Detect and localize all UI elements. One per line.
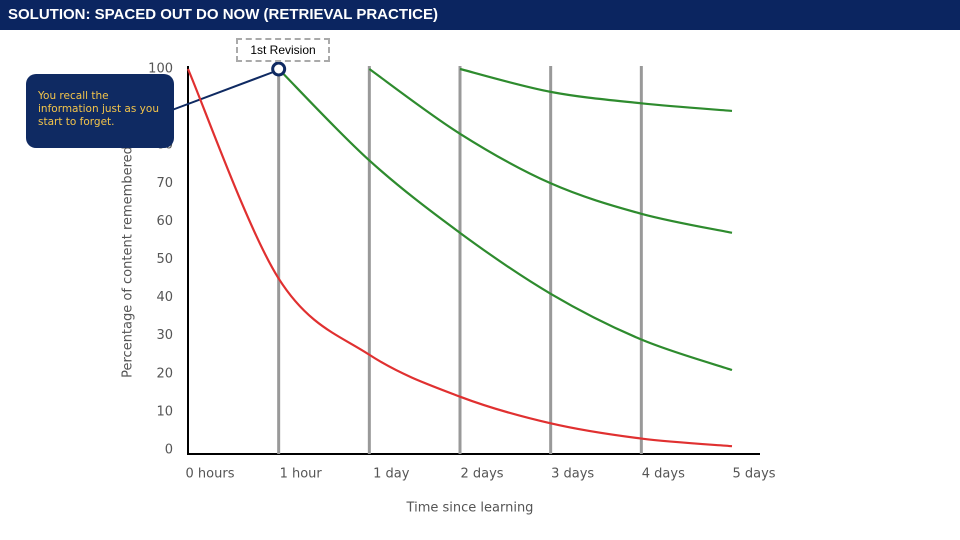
y-axis-label: Percentage of content remembered [121, 146, 136, 378]
x-tick-label: 1 day [373, 467, 410, 482]
x-tick-label: 0 hours [186, 467, 235, 482]
x-axis-label: Time since learning [406, 501, 534, 516]
y-tick-label: 50 [156, 252, 173, 267]
x-tick-label: 5 days [732, 467, 775, 482]
revision-guides [277, 66, 643, 454]
callout-connector [171, 70, 277, 111]
curve [277, 68, 733, 372]
y-tick-label: 10 [156, 404, 173, 419]
y-tick-label: 0 [165, 443, 173, 458]
header-title: SOLUTION: SPACED OUT DO NOW (RETRIEVAL P… [0, 0, 960, 30]
callout: You recall the information just as you s… [26, 74, 174, 148]
x-tick-label: 1 hour [280, 467, 323, 482]
revision-label: 1st Revision [236, 38, 330, 62]
y-tick-label: 30 [156, 328, 173, 343]
y-tick-label: 20 [156, 366, 173, 381]
curve [459, 67, 733, 113]
curve [186, 68, 733, 448]
curve [368, 68, 733, 234]
y-tick-label: 40 [156, 290, 173, 305]
y-tick-label: 100 [148, 62, 173, 77]
y-tick-label: 70 [156, 176, 173, 191]
x-tick-label: 4 days [642, 467, 685, 482]
x-tick-label: 2 days [460, 467, 503, 482]
x-tick-label: 3 days [551, 467, 594, 482]
revision-marker [271, 61, 287, 77]
y-tick-label: 60 [156, 214, 173, 229]
